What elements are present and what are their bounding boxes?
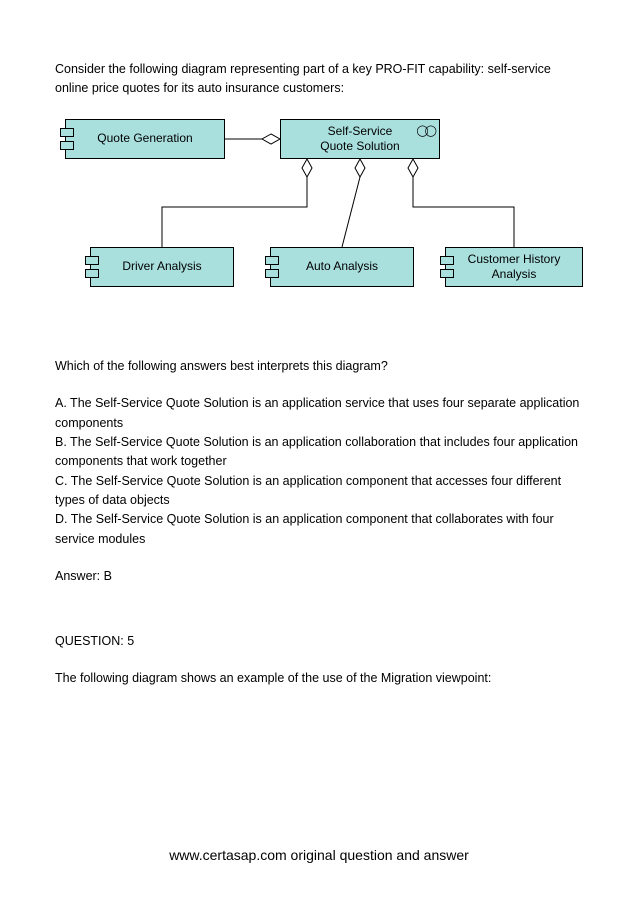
next-question-header: QUESTION: 5 (55, 632, 583, 651)
node-label: Auto Analysis (302, 257, 382, 276)
component-icon (85, 256, 97, 278)
answer-line: Answer: B (55, 567, 583, 586)
page-footer: www.certasap.com original question and a… (0, 847, 638, 863)
node-label: Driver Analysis (118, 257, 205, 276)
node-quote_gen: Quote Generation (65, 119, 225, 159)
node-label: Customer HistoryAnalysis (464, 250, 565, 284)
next-question-intro: The following diagram shows an example o… (55, 669, 583, 688)
node-auto: Auto Analysis (270, 247, 414, 287)
node-driver: Driver Analysis (90, 247, 234, 287)
option-c: C. The Self-Service Quote Solution is an… (55, 472, 583, 511)
intro-text: Consider the following diagram represent… (55, 60, 583, 99)
option-d: D. The Self-Service Quote Solution is an… (55, 510, 583, 549)
node-cust_hist: Customer HistoryAnalysis (445, 247, 583, 287)
option-a: A. The Self-Service Quote Solution is an… (55, 394, 583, 433)
node-label: Quote Generation (93, 129, 196, 148)
component-icon (60, 128, 72, 150)
question-stem: Which of the following answers best inte… (55, 357, 583, 376)
node-label: Self-ServiceQuote Solution (316, 122, 403, 156)
component-icon (440, 256, 452, 278)
collaboration-icon: ◯◯ (416, 125, 433, 139)
archimate-diagram: Quote Generation Self-ServiceQuote Soluti… (55, 117, 585, 332)
node-self_svc: Self-ServiceQuote Solution ◯◯ (280, 119, 440, 159)
option-b: B. The Self-Service Quote Solution is an… (55, 433, 583, 472)
component-icon (265, 256, 277, 278)
